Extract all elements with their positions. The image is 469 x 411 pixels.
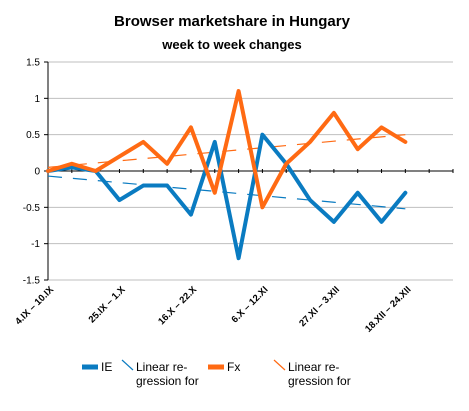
- legend-label-trendline: Linear re-: [136, 360, 187, 374]
- ie-series-line: [46, 132, 408, 261]
- legend-swatch-trendline: [121, 359, 134, 371]
- legend: IE Linear re-gression for Fx Linear re-gres…: [82, 359, 351, 388]
- y-tick-label: 1.5: [26, 58, 40, 69]
- y-tick-label: -1.5: [23, 276, 41, 287]
- legend-label-trendline: Linear re-: [288, 360, 339, 374]
- chart-title: Browser marketshare in Hungary: [114, 13, 351, 30]
- legend-label-trendline: gression for: [288, 374, 351, 388]
- y-tick-label: 0.5: [26, 130, 40, 141]
- y-tick-label: -1: [31, 239, 40, 250]
- fx-series-line: [46, 89, 408, 210]
- y-tick-labels: 1.5 1 0.5 0 -0.5 -1 -1.5: [23, 58, 41, 287]
- legend-label-fx: Fx: [227, 360, 240, 374]
- y-tick-label: 1: [34, 94, 40, 105]
- chart-subtitle: week to week changes: [161, 37, 301, 52]
- legend-label-trendline: gression for: [136, 374, 199, 388]
- legend-swatch-trendline: [273, 359, 286, 371]
- y-tick-label: -0.5: [23, 203, 41, 214]
- data-series: [46, 89, 408, 261]
- y-tick-label: 0: [34, 167, 40, 178]
- legend-label-ie: IE: [101, 360, 112, 374]
